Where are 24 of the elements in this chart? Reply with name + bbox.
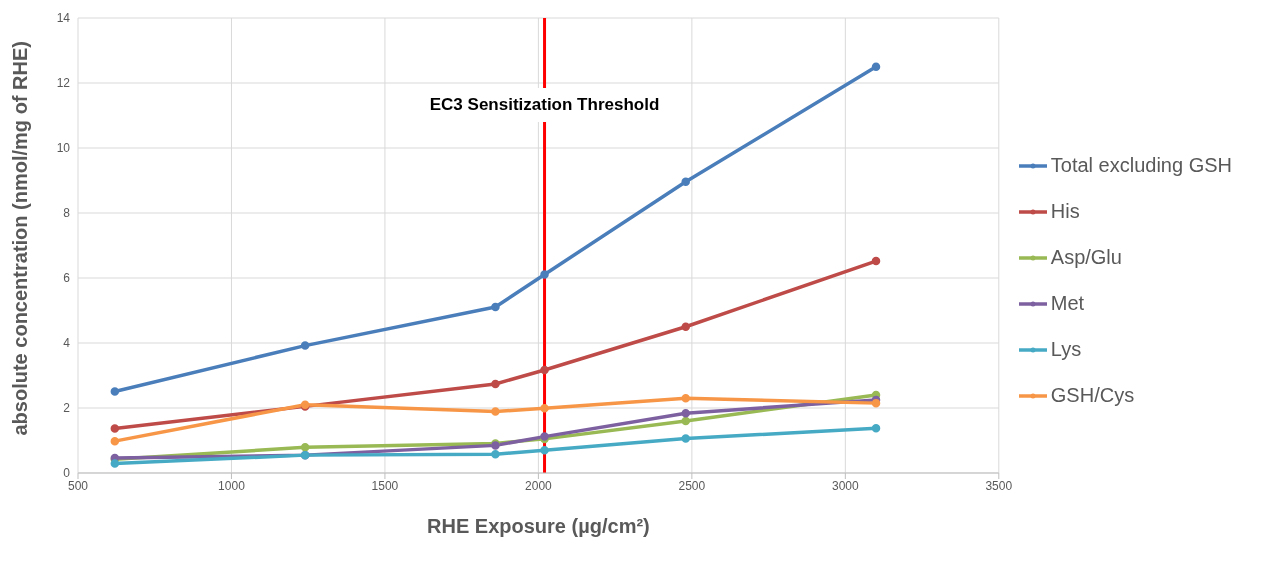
y-tick-label: 14: [56, 11, 71, 26]
y-tick-label: 10: [56, 141, 71, 156]
y-tick-label: 8: [63, 206, 71, 221]
ref-line-label: EC3 Sensitization Threshold: [429, 95, 660, 114]
legend-label: GSH/Cys: [1050, 384, 1135, 407]
legend-label: His: [1050, 200, 1080, 223]
legend-label: Lys: [1050, 338, 1082, 361]
legend-label: Asp/Glu: [1050, 246, 1122, 269]
x-tick-label: 1000: [218, 478, 246, 493]
y-tick-label: 4: [63, 336, 71, 351]
x-tick-label: 3000: [831, 478, 859, 493]
y-tick-label: 12: [56, 76, 71, 91]
x-axis-title: RHE Exposure (µg/cm²): [427, 515, 650, 537]
legend-label: Total excluding GSH: [1050, 154, 1232, 177]
x-tick-label: 2500: [678, 478, 706, 493]
y-tick-label: 2: [63, 401, 71, 416]
y-tick-label: 0: [63, 466, 71, 481]
x-tick-label: 500: [67, 478, 89, 493]
y-axis-title: absolute concentration (nmol/mg of RHE): [9, 41, 32, 436]
y-tick-label: 6: [63, 271, 71, 286]
x-tick-label: 3500: [985, 478, 1013, 493]
legend-label: Met: [1050, 292, 1085, 315]
x-tick-label: 1500: [371, 478, 399, 493]
x-tick-label: 2000: [525, 478, 553, 493]
